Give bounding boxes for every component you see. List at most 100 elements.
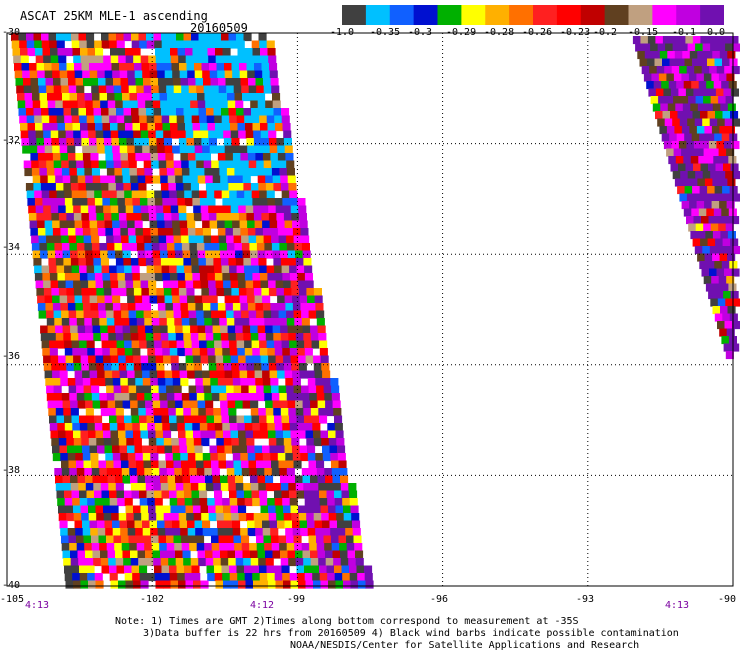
swath-cell: [239, 445, 248, 454]
swath-cell: [114, 543, 123, 552]
swath-cell: [223, 430, 232, 439]
swath-cell: [122, 475, 131, 484]
swath-cell: [719, 126, 728, 135]
swath-cell: [728, 283, 737, 292]
swath-cell: [118, 55, 127, 64]
swath-cell: [184, 423, 193, 432]
swath-cell: [237, 573, 246, 582]
swath-cell: [296, 265, 305, 274]
swath-cell: [185, 130, 194, 139]
swath-cell: [178, 513, 187, 522]
swath-cell: [49, 198, 58, 207]
swath-cell: [74, 520, 83, 529]
swath-cell: [98, 78, 107, 87]
swath-cell: [110, 580, 119, 589]
swath-cell: [186, 438, 195, 447]
swath-cell: [262, 445, 271, 454]
swath-cell: [188, 460, 197, 469]
swath-cell: [262, 370, 271, 379]
swath-cell: [154, 565, 163, 574]
swath-cell: [230, 130, 239, 139]
swath-cell: [163, 130, 172, 139]
colorbar-segment: [413, 5, 439, 25]
swath-cell: [325, 558, 334, 567]
swath-cell: [20, 55, 29, 64]
swath-cell: [200, 430, 209, 439]
swath-cell: [239, 220, 248, 229]
swath-cell: [14, 63, 23, 72]
swath-cell: [101, 340, 110, 349]
swath-cell: [322, 370, 331, 379]
swath-cell: [152, 93, 161, 102]
swath-cell: [139, 423, 148, 432]
swath-cell: [184, 348, 193, 357]
swath-cell: [92, 175, 101, 184]
swath-cell: [216, 513, 225, 522]
swath-cell: [36, 213, 45, 222]
swath-cell: [118, 438, 127, 447]
swath-cell: [79, 573, 88, 582]
swath-cell: [280, 408, 289, 417]
swath-cell: [320, 505, 329, 514]
swath-cell: [162, 348, 171, 357]
swath-cell: [182, 175, 191, 184]
swath-cell: [295, 475, 304, 484]
swath-cell: [293, 460, 302, 469]
swath-cell: [193, 363, 202, 372]
swath-cell: [54, 318, 63, 327]
swath-cell: [100, 250, 109, 259]
swath-cell: [111, 438, 120, 447]
swath-cell: [715, 111, 724, 120]
swath-cell: [726, 73, 735, 82]
swath-cell: [137, 550, 146, 559]
swath-cell: [240, 378, 249, 387]
swath-cell: [358, 580, 367, 589]
swath-cell: [203, 385, 212, 394]
swath-cell: [218, 85, 227, 94]
swath-cell: [38, 235, 47, 244]
swath-cell: [193, 580, 202, 589]
swath-cell: [210, 453, 219, 462]
swath-cell: [81, 513, 90, 522]
swath-cell: [74, 63, 83, 72]
swath-cell: [172, 453, 181, 462]
swath-cell: [202, 303, 211, 312]
swath-cell: [151, 393, 160, 402]
swath-cell: [18, 33, 27, 42]
swath-cell: [706, 208, 715, 217]
swath-cell: [275, 205, 284, 214]
colorbar-tick-label: -0.1: [672, 27, 697, 38]
swath-cell: [343, 580, 352, 589]
swath-cell: [295, 325, 304, 334]
swath-cell: [293, 235, 302, 244]
swath-cell: [175, 408, 184, 417]
swath-cell: [157, 220, 166, 229]
swath-cell: [34, 40, 43, 49]
swath-cell: [695, 223, 704, 232]
swath-cell: [355, 558, 364, 567]
swath-cell: [231, 438, 240, 447]
swath-cell: [240, 153, 249, 162]
swath-cell: [701, 141, 710, 150]
swath-cell: [61, 168, 70, 177]
swath-cell: [86, 265, 95, 274]
swath-cell: [670, 163, 679, 172]
swath-cell: [174, 393, 183, 402]
swath-cell: [729, 313, 738, 322]
swath-cell: [40, 183, 49, 192]
swath-cell: [100, 550, 109, 559]
swath-cell: [230, 430, 239, 439]
swath-cell: [38, 85, 47, 94]
swath-cell: [73, 138, 82, 147]
swath-cell: [130, 400, 139, 409]
swath-cell: [204, 468, 213, 477]
swath-cell: [86, 33, 95, 42]
swath-cell: [315, 453, 324, 462]
swath-cell: [275, 430, 284, 439]
swath-cell: [82, 303, 91, 312]
swath-cell: [297, 573, 306, 582]
swath-cell: [82, 370, 91, 379]
swath-cell: [138, 183, 147, 192]
swath-cell: [223, 580, 232, 589]
swath-cell: [180, 228, 189, 237]
